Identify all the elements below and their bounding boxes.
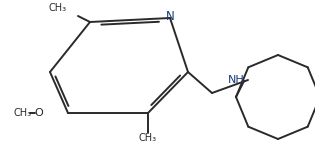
Text: CH₃: CH₃ xyxy=(139,133,157,143)
Text: N: N xyxy=(166,10,175,23)
Text: O: O xyxy=(35,108,43,118)
Text: CH₃: CH₃ xyxy=(14,108,32,118)
Text: CH₃: CH₃ xyxy=(49,3,67,13)
Text: NH: NH xyxy=(228,75,244,85)
